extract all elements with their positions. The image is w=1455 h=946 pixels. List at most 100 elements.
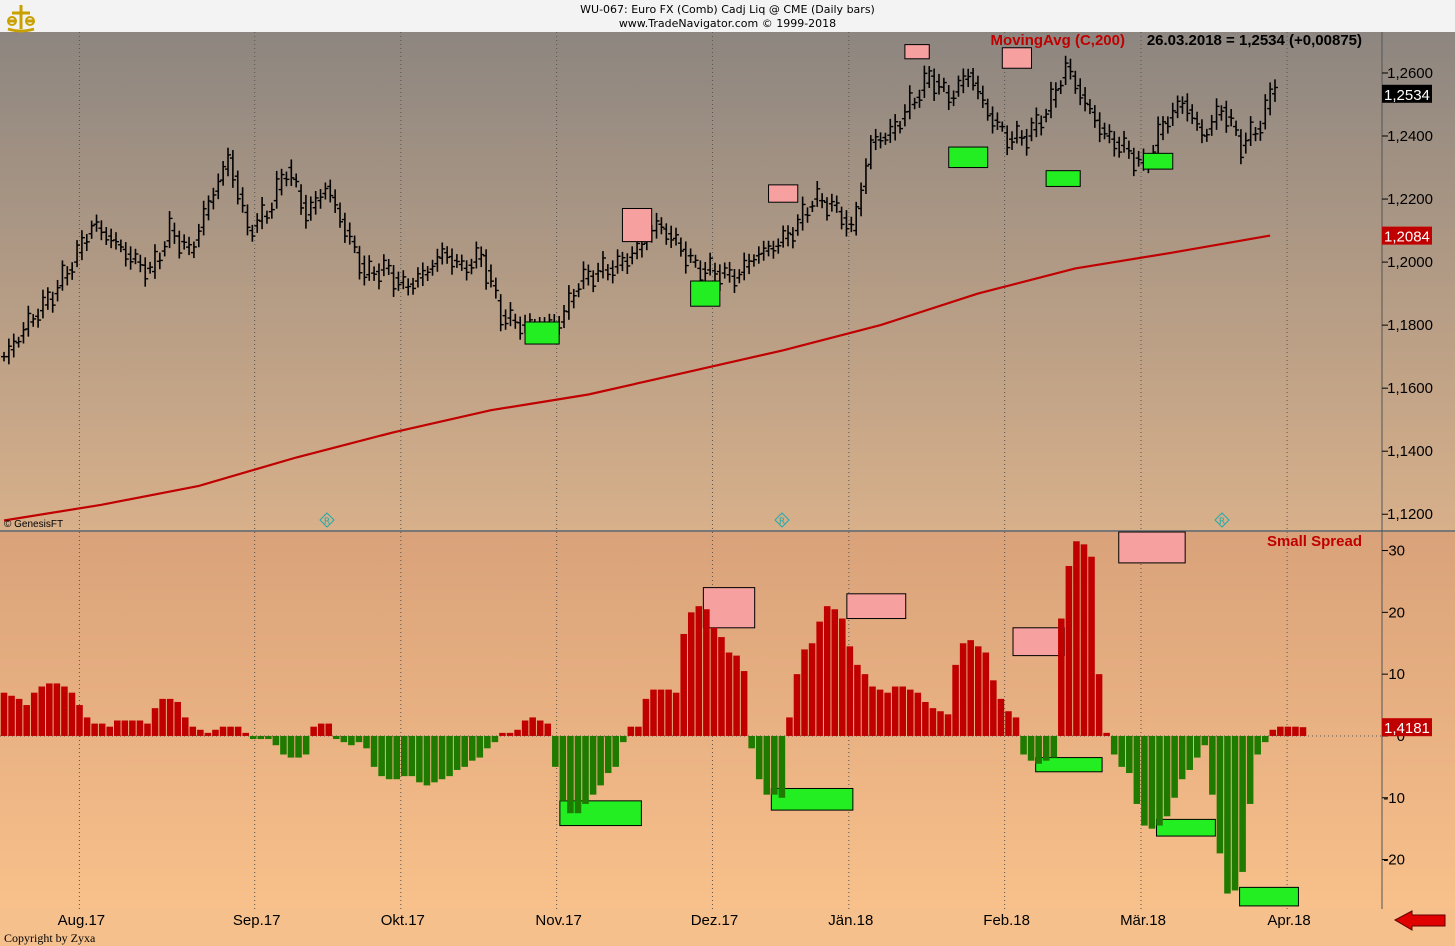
price-bar bbox=[999, 121, 1006, 132]
price-bar bbox=[351, 235, 358, 254]
price-bar bbox=[419, 262, 426, 286]
indicator-bar bbox=[740, 671, 748, 736]
event-marker-icon[interactable]: R bbox=[319, 512, 335, 528]
price-bar bbox=[1262, 94, 1269, 130]
event-marker-icon[interactable]: R bbox=[1214, 512, 1230, 528]
indicator-bar bbox=[1201, 735, 1209, 746]
price-bar bbox=[5, 338, 12, 365]
indicator-bar bbox=[61, 686, 68, 736]
indicator-bar bbox=[944, 714, 952, 736]
price-bar bbox=[341, 212, 348, 243]
price-highlight-box-green bbox=[1143, 152, 1174, 170]
price-bar bbox=[580, 261, 587, 290]
price-bar bbox=[892, 114, 899, 141]
indicator-bar bbox=[1103, 732, 1110, 736]
indicator-tick-label: 20 bbox=[1388, 604, 1405, 621]
indicator-bar bbox=[967, 640, 974, 736]
price-bar bbox=[1267, 82, 1274, 116]
price-layer bbox=[1, 44, 1278, 522]
scroll-left-arrow-icon[interactable] bbox=[1393, 910, 1446, 931]
price-bar bbox=[263, 210, 270, 224]
indicator-tick-label: 0 bbox=[1397, 728, 1405, 745]
ma-price-tag-bg bbox=[1382, 226, 1432, 245]
indicator-bar bbox=[227, 726, 234, 736]
indicator-bar bbox=[98, 723, 106, 736]
indicator-bar bbox=[1292, 726, 1299, 736]
price-bar bbox=[473, 241, 480, 269]
indicator-bar bbox=[748, 735, 755, 749]
price-bar bbox=[585, 264, 592, 286]
indicator-bar bbox=[1246, 735, 1254, 804]
price-bar bbox=[458, 254, 465, 271]
price-bar bbox=[1155, 116, 1162, 154]
indicator-bar bbox=[1156, 735, 1163, 826]
price-bar bbox=[54, 279, 61, 302]
indicator-bar bbox=[1254, 735, 1261, 755]
indicator-bar bbox=[990, 680, 997, 736]
price-bar bbox=[327, 179, 334, 203]
indicator-bar bbox=[1284, 726, 1292, 736]
price-bar bbox=[1023, 128, 1030, 156]
copyright-text: Copyright by Zyxa bbox=[4, 931, 96, 945]
price-bar bbox=[974, 75, 981, 100]
indicator-bar bbox=[1073, 541, 1080, 736]
price-bar bbox=[1067, 58, 1074, 80]
price-bar bbox=[950, 90, 957, 107]
indicator-title: Small Spread bbox=[1267, 533, 1362, 550]
indicator-bar bbox=[204, 732, 212, 736]
indicator-bar bbox=[484, 735, 491, 749]
price-bar bbox=[1013, 120, 1020, 144]
price-bar bbox=[44, 287, 51, 310]
indicator-bar bbox=[348, 735, 355, 746]
indicator-bar bbox=[725, 652, 733, 736]
price-bar bbox=[380, 254, 387, 277]
price-bar bbox=[1111, 131, 1118, 157]
indicator-bar bbox=[937, 711, 944, 736]
price-bar bbox=[872, 128, 879, 151]
indicator-bar bbox=[733, 655, 740, 736]
price-tick-label: 1,1400 bbox=[1387, 443, 1433, 460]
indicator-bar bbox=[650, 689, 657, 736]
indicator-bar bbox=[922, 701, 929, 736]
price-bar bbox=[147, 261, 154, 274]
indicator-bar bbox=[763, 735, 771, 795]
price-bar bbox=[707, 252, 714, 276]
price-bar bbox=[186, 236, 193, 256]
price-bar bbox=[604, 264, 611, 281]
indicator-bar bbox=[30, 692, 38, 736]
indicator-bar bbox=[604, 735, 612, 774]
price-bar bbox=[229, 150, 236, 188]
indicator-bar bbox=[1209, 735, 1216, 795]
price-bar bbox=[682, 241, 689, 274]
indicator-bar bbox=[378, 735, 385, 777]
price-bar bbox=[78, 230, 85, 261]
date-tick-label: Apr.18 bbox=[1267, 912, 1310, 929]
price-bar bbox=[439, 242, 446, 265]
price-bar bbox=[20, 322, 27, 344]
indicator-bar bbox=[793, 674, 801, 736]
price-bar bbox=[775, 238, 782, 254]
price-bar bbox=[711, 262, 718, 282]
price-bar bbox=[283, 171, 290, 187]
indicator-layer bbox=[0, 531, 1307, 907]
indicator-bar bbox=[1171, 735, 1178, 798]
indicator-bar bbox=[219, 726, 227, 736]
price-bar bbox=[215, 173, 222, 200]
price-bar bbox=[838, 206, 845, 230]
indicator-bar bbox=[1261, 735, 1269, 743]
indicator-bar bbox=[959, 643, 967, 736]
indicator-bar bbox=[15, 698, 23, 736]
price-bar bbox=[190, 241, 197, 259]
price-bar bbox=[142, 257, 149, 287]
price-bar bbox=[1028, 117, 1035, 142]
price-bar bbox=[113, 232, 120, 250]
indicator-highlight-box-green bbox=[1239, 886, 1299, 907]
indicator-bar bbox=[1035, 735, 1042, 764]
indicator-bar bbox=[1277, 726, 1284, 736]
indicator-bar bbox=[1224, 735, 1231, 894]
indicator-bar bbox=[114, 720, 121, 736]
price-bar bbox=[1184, 93, 1191, 122]
event-marker-icon[interactable]: R bbox=[774, 512, 790, 528]
price-bar bbox=[897, 120, 904, 134]
price-bar bbox=[911, 97, 918, 110]
